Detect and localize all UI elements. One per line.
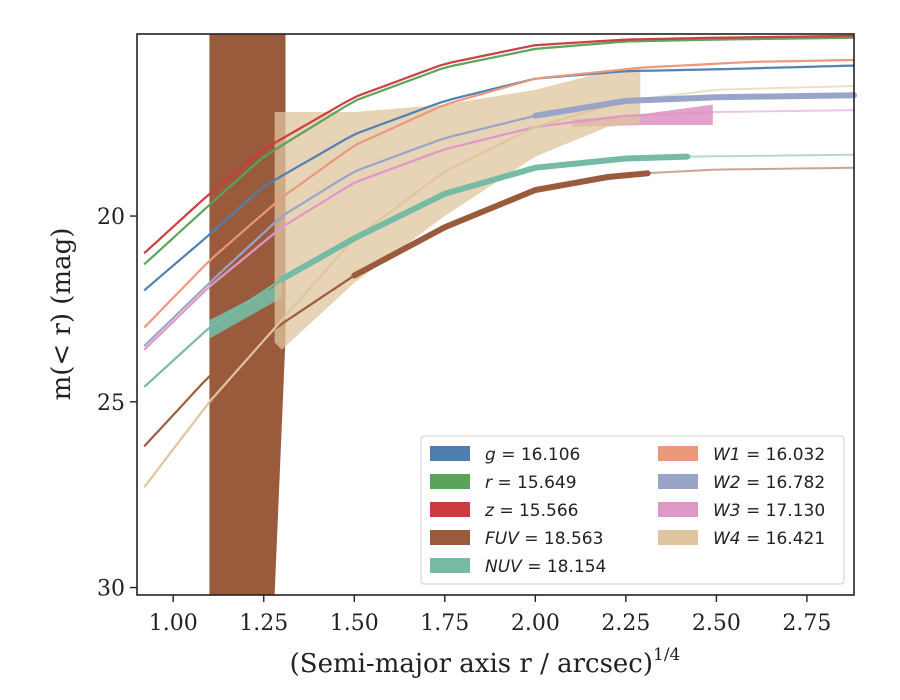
legend: g = 16.106 r = 15.649 z = 15.566 FUV = 18.5… [420,435,845,585]
x-tick-label: 2.25 [601,611,650,636]
series-r-line [143,36,855,266]
series-w4-line [143,98,641,488]
legend-label-w1: W1 = 16.032 [713,445,825,465]
legend-box [420,435,845,585]
legend-label-nuv: NUV = 18.154 [485,557,606,577]
legend-label-g: g = 16.106 [485,445,580,465]
x-tick-label: 2.75 [782,611,831,636]
legend-label-z: z = 15.566 [484,501,578,521]
x-tick-label: 1.50 [330,611,379,636]
series-z-line [143,34,855,255]
series-w3-line [143,111,713,351]
legend-label-r: r = 15.649 [485,473,577,493]
legend-swatch-fuv [430,530,470,545]
x-tick-label: 2.00 [511,611,560,636]
line-layer [143,34,857,488]
y-axis-ticks: 20 25 30 [97,205,137,602]
legend-swatch-w1 [658,446,698,461]
legend-label-w3: W3 = 17.130 [713,501,825,521]
x-axis-title: (Semi-major axis r / arcsec)1/4 [290,645,681,679]
y-tick-label: 20 [97,205,125,230]
legend-swatch-w3 [658,502,698,517]
y-tick-label: 30 [97,577,125,602]
x-tick-label: 1.75 [420,611,469,636]
legend-swatch-w4 [658,530,698,545]
legend-label-w2: W2 = 16.782 [713,473,825,493]
series-fuv-thick [351,170,651,279]
y-axis-title: m(< r) (mag) [47,228,77,401]
y-tick-label: 25 [97,391,125,416]
x-tick-label: 1.00 [149,611,198,636]
series-w1-line [143,58,855,329]
x-tick-label: 2.50 [692,611,741,636]
plot-frame [136,33,855,596]
legend-swatch-w2 [658,474,698,489]
legend-swatch-z [430,502,470,517]
x-tick-label: 1.25 [239,611,288,636]
series-nuv-thick [278,153,691,283]
legend-label-w4: W4 = 16.421 [713,529,825,549]
series-w2-thick [532,92,857,119]
series-g-line [143,64,855,292]
legend-swatch-r [430,474,470,489]
band-nuv [209,282,282,339]
legend-swatch-nuv [430,558,470,573]
x-axis-ticks: 1.00 1.25 1.50 1.75 2.00 2.25 2.50 2.75 [149,595,831,636]
band-layer [209,34,713,595]
legend-label-fuv: FUV = 18.563 [485,529,603,549]
legend-swatch-g [430,446,470,461]
band-w4 [274,67,641,350]
